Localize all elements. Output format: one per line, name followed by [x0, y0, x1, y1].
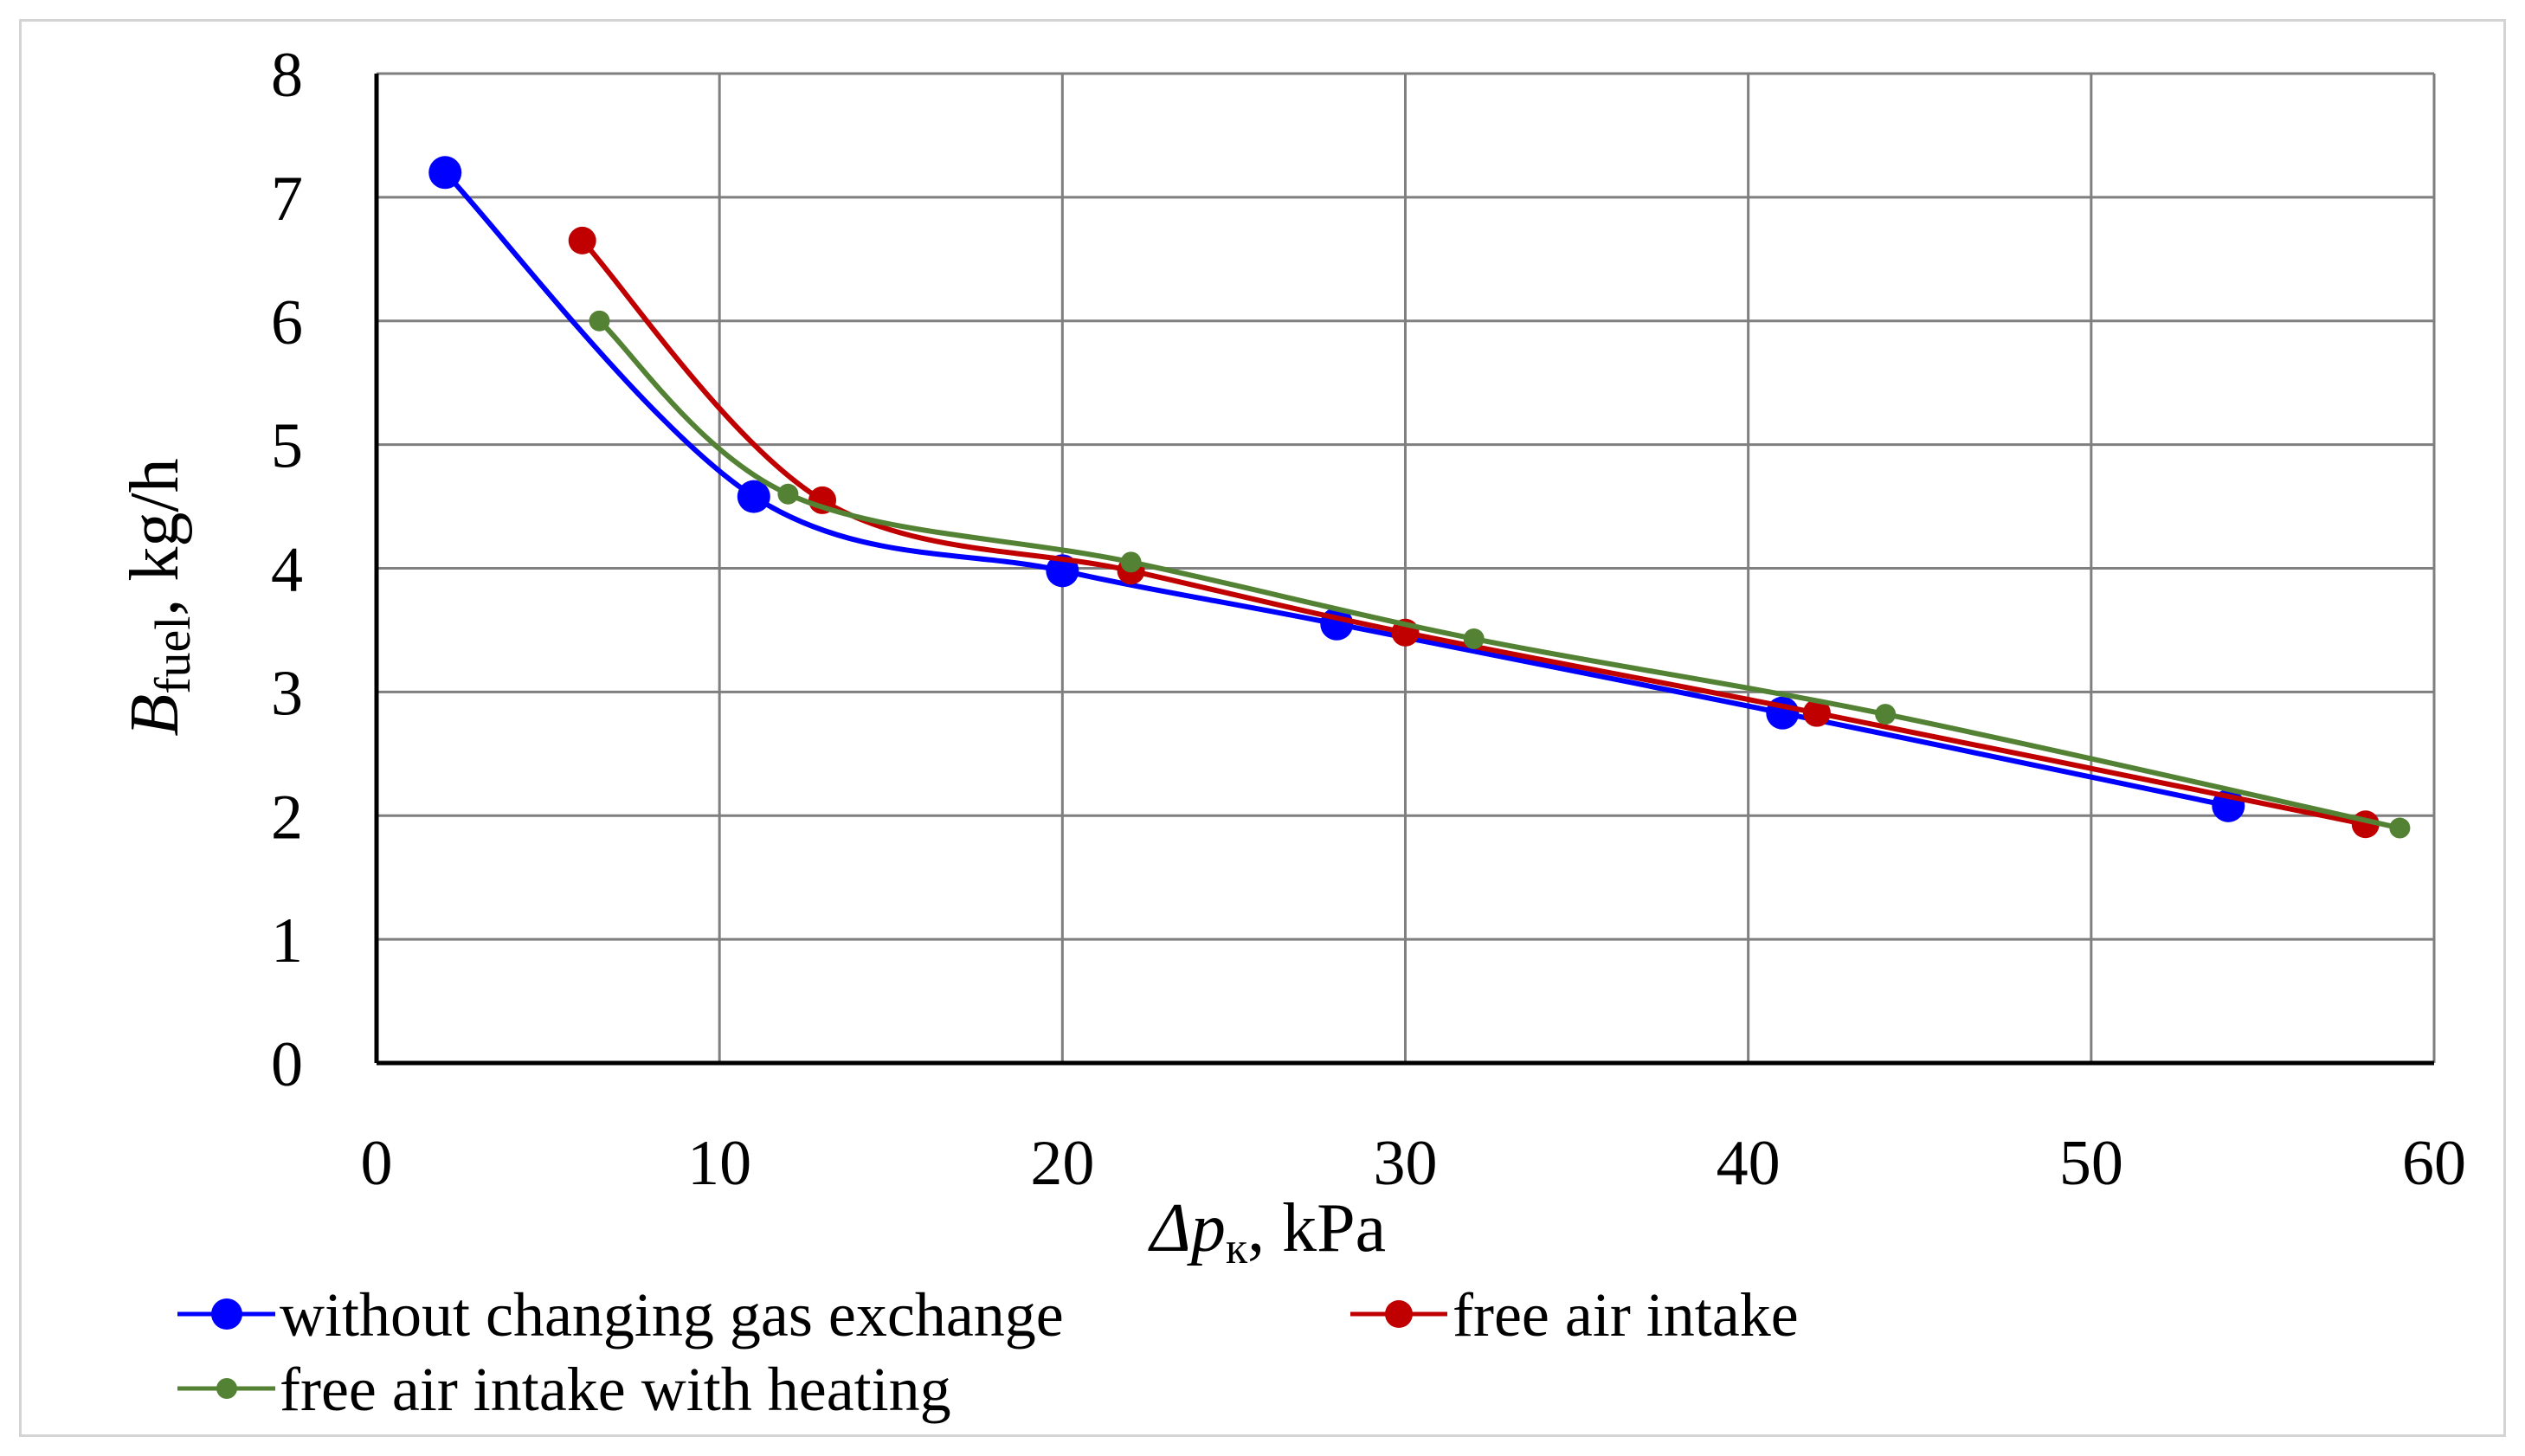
data-point[interactable]: [1802, 699, 1831, 727]
axes: [374, 74, 2434, 1066]
series-3: [589, 310, 2411, 839]
y-axis-title-main: B: [117, 694, 193, 737]
y-tick-label: 3: [271, 658, 303, 729]
x-axis-title-suffix: , kPa: [1247, 1190, 1386, 1266]
x-tick-label: 20: [1030, 1128, 1094, 1199]
x-axis-title-main: Δp: [1148, 1190, 1226, 1266]
data-point[interactable]: [1463, 628, 1485, 649]
data-point[interactable]: [777, 483, 799, 505]
series-line: [580, 238, 2367, 828]
legend-item-series-2[interactable]: free air intake: [1350, 1280, 1799, 1350]
y-tick-label: 5: [271, 411, 303, 482]
legend-marker-series-2: [1385, 1300, 1413, 1328]
y-axis-title: Bfuel, kg/h: [117, 458, 201, 736]
data-point[interactable]: [1875, 704, 1897, 725]
series: [428, 156, 2411, 839]
series-1: [428, 156, 2245, 822]
data-point[interactable]: [428, 156, 462, 190]
x-tick-label: 60: [2402, 1128, 2466, 1199]
legend-item-series-1[interactable]: without changing gas exchange: [177, 1280, 1064, 1350]
y-tick-labels: 0 1 2 3 4 5 6 7 8: [271, 40, 303, 1100]
data-point[interactable]: [2389, 817, 2411, 839]
y-tick-label: 0: [271, 1029, 303, 1100]
series-line: [597, 319, 2401, 831]
y-tick-label: 6: [271, 287, 303, 358]
series-line: [443, 171, 2229, 809]
legend-label-series-2: free air intake: [1453, 1280, 1799, 1350]
x-tick-label: 30: [1374, 1128, 1438, 1199]
data-point[interactable]: [1120, 551, 1142, 573]
data-point[interactable]: [737, 480, 770, 513]
y-axis-title-suffix: , kg/h: [117, 458, 193, 615]
grid: [377, 72, 2436, 1063]
legend-marker-series-1: [211, 1298, 242, 1330]
y-tick-label: 4: [271, 535, 303, 606]
legend-label-series-1: without changing gas exchange: [280, 1280, 1064, 1350]
x-tick-label: 40: [1717, 1128, 1781, 1199]
y-tick-label: 7: [271, 164, 303, 235]
series-2: [568, 226, 2380, 839]
legend: without changing gas exchange free air i…: [177, 1280, 1799, 1424]
x-axis-title: Δpк, kPa: [1148, 1190, 1386, 1273]
x-tick-label: 10: [687, 1128, 751, 1199]
legend-label-series-3: free air intake with heating: [280, 1355, 951, 1424]
legend-item-series-3[interactable]: free air intake with heating: [177, 1355, 951, 1424]
x-axis-title-sub: к: [1226, 1224, 1248, 1273]
y-tick-label: 2: [271, 782, 303, 853]
y-tick-label: 8: [271, 40, 303, 111]
y-axis-title-sub: fuel: [145, 616, 201, 694]
x-tick-labels: 0 10 20 30 40 50 60: [361, 1128, 2467, 1199]
y-tick-label: 1: [271, 905, 303, 976]
data-point[interactable]: [568, 226, 596, 254]
data-point[interactable]: [589, 310, 610, 332]
legend-marker-series-3: [216, 1378, 237, 1399]
x-tick-label: 0: [361, 1128, 393, 1199]
x-tick-label: 50: [2059, 1128, 2123, 1199]
